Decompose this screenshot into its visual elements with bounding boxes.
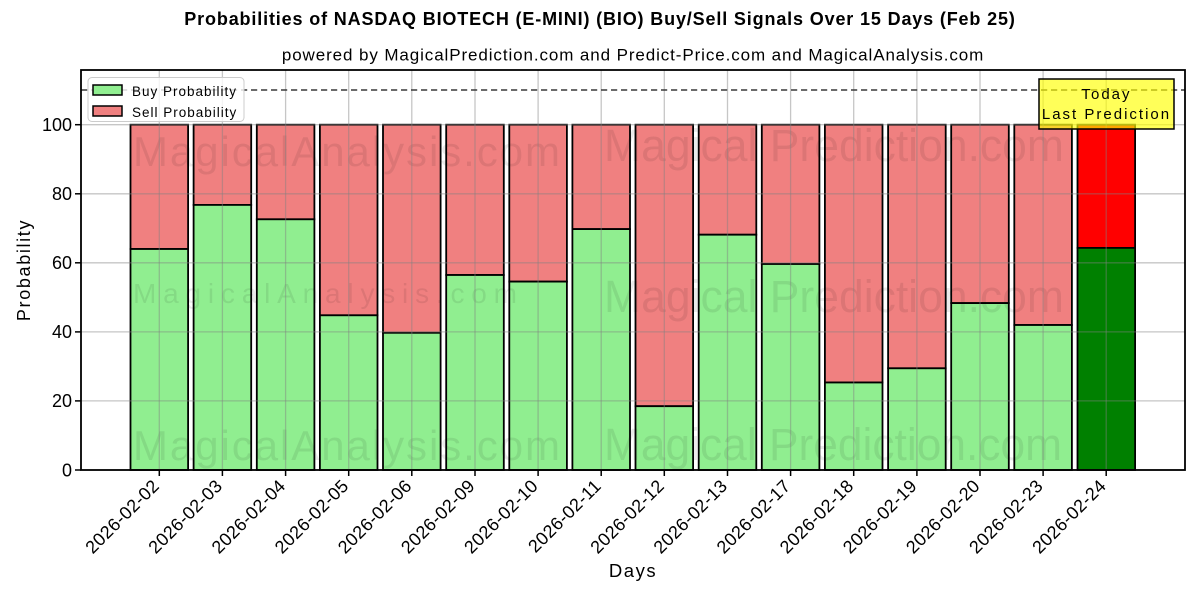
svg-text:Magical Prediction.com: Magical Prediction.com: [604, 120, 1064, 171]
svg-text:Last Prediction: Last Prediction: [1042, 106, 1171, 123]
svg-text:20: 20: [52, 391, 72, 411]
svg-text:60: 60: [52, 253, 72, 273]
svg-text:Probabilities of NASDAQ BIOTEC: Probabilities of NASDAQ BIOTECH (E-MINI)…: [184, 9, 1015, 29]
svg-text:Days: Days: [609, 560, 657, 581]
svg-text:Today: Today: [1081, 86, 1131, 103]
svg-text:MagicalAnalysis.com: MagicalAnalysis.com: [133, 422, 560, 469]
svg-text:MagicalAnalysis.com: MagicalAnalysis.com: [133, 128, 560, 175]
svg-text:Sell Probability: Sell Probability: [132, 105, 237, 120]
svg-text:100: 100: [42, 115, 72, 135]
svg-text:80: 80: [52, 184, 72, 204]
svg-text:Probability: Probability: [14, 219, 34, 321]
svg-text:Buy Probability: Buy Probability: [132, 84, 237, 99]
svg-text:40: 40: [52, 322, 72, 342]
svg-text:0: 0: [62, 460, 72, 480]
svg-text:Magical Prediction.com: Magical Prediction.com: [604, 271, 1064, 322]
svg-text:MagicalAnalysis.com: MagicalAnalysis.com: [133, 278, 517, 309]
svg-text:Magical Prediction.com: Magical Prediction.com: [604, 419, 1062, 470]
svg-text:powered by MagicalPrediction.c: powered by MagicalPrediction.com and Pre…: [282, 46, 984, 65]
